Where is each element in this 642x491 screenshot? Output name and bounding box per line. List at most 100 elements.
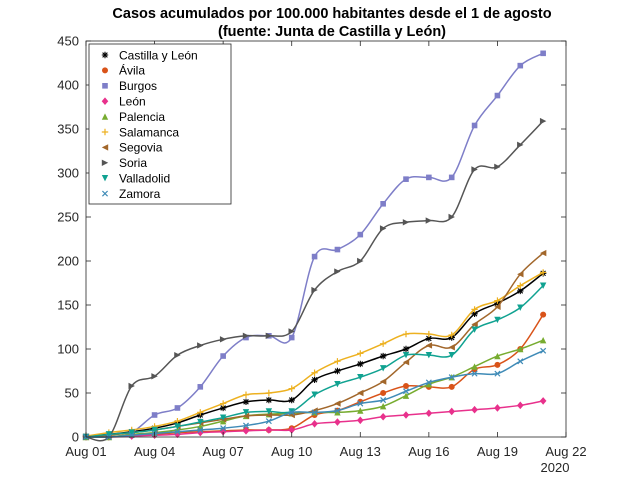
data-point-palencia	[379, 403, 387, 410]
legend-item-salamanca: Salamanca	[101, 125, 179, 139]
data-point-burgos	[197, 384, 204, 390]
data-point-valladolid	[402, 351, 410, 359]
data-point-burgos	[357, 231, 364, 238]
legend-marker-burgos	[102, 83, 108, 89]
data-point-segovia	[494, 303, 501, 310]
y-tick-label: 50	[65, 386, 79, 401]
chart-title-line-1: Casos acumulados por 100.000 habitantes …	[112, 6, 551, 22]
data-point-valladolid	[288, 408, 295, 415]
data-point-leon	[425, 409, 433, 418]
data-point-zamora	[494, 370, 501, 377]
data-point-soria	[197, 342, 204, 349]
data-point-segovia	[517, 271, 524, 278]
data-point-avila	[540, 311, 547, 318]
data-point-palencia	[494, 352, 501, 360]
legend-marker-valladolid	[101, 175, 109, 182]
legend-item-zamora: Zamora	[101, 187, 161, 201]
data-point-soria	[334, 268, 341, 275]
series-valladolid	[82, 282, 547, 441]
data-point-segovia	[265, 411, 273, 419]
data-point-leon	[379, 412, 387, 421]
legend-marker-soria	[101, 159, 109, 166]
legend-label-zamora: Zamora	[119, 187, 161, 201]
data-point-castilla-y-leon	[379, 352, 387, 360]
y-tick-label: 450	[57, 34, 79, 49]
data-point-soria	[151, 373, 158, 380]
data-point-salamanca	[494, 297, 501, 304]
data-point-segovia	[425, 342, 433, 349]
data-point-palencia	[517, 345, 524, 353]
data-point-valladolid	[174, 423, 181, 430]
legend-marker-leon	[101, 97, 109, 105]
legend-marker-palencia	[101, 113, 109, 120]
y-tick-label: 100	[57, 342, 79, 357]
data-point-soria	[402, 219, 410, 226]
x-tick-label: Aug 04	[134, 444, 175, 459]
legend-item-leon: León	[101, 95, 146, 109]
x-tick-label: Aug 10	[271, 444, 312, 459]
legend-label-leon: León	[119, 95, 146, 109]
legend-label-burgos: Burgos	[119, 79, 157, 93]
y-tick-label: 300	[57, 166, 79, 181]
legend-item-castilla-y-leon: Castilla y León	[101, 48, 198, 62]
data-point-valladolid	[494, 316, 501, 324]
data-point-burgos	[174, 405, 181, 411]
y-tick-label: 150	[57, 298, 79, 313]
data-point-palencia	[539, 337, 547, 344]
data-point-zamora	[288, 409, 295, 416]
data-point-salamanca	[334, 358, 341, 365]
data-point-zamora	[357, 400, 364, 407]
data-point-burgos	[494, 92, 501, 99]
legend-label-salamanca: Salamanca	[119, 125, 179, 139]
data-point-valladolid	[242, 409, 250, 416]
data-point-zamora	[402, 388, 410, 395]
legend-item-valladolid: Valladolid	[101, 172, 170, 186]
data-point-burgos	[540, 50, 546, 57]
data-point-zamora	[380, 397, 387, 404]
data-point-zamora	[174, 428, 181, 435]
data-point-salamanca	[242, 391, 250, 398]
data-point-avila	[494, 361, 501, 368]
data-point-castilla-y-leon	[311, 376, 318, 383]
y-tick-label: 350	[57, 122, 79, 137]
data-point-leon	[242, 427, 250, 435]
legend-item-segovia: Segovia	[101, 141, 163, 155]
data-point-salamanca	[357, 350, 364, 357]
data-point-segovia	[402, 359, 410, 366]
data-point-salamanca	[288, 385, 295, 392]
data-point-salamanca	[197, 409, 204, 416]
data-point-burgos	[334, 246, 341, 253]
data-point-valladolid	[357, 373, 364, 381]
data-point-soria	[379, 225, 387, 232]
legend-label-palencia: Palencia	[119, 110, 165, 124]
data-point-soria	[288, 328, 295, 335]
legend-marker-castilla-y-leon	[101, 51, 109, 59]
data-point-soria	[265, 332, 273, 339]
legend-label-segovia: Segovia	[119, 141, 163, 155]
data-point-valladolid	[151, 426, 158, 434]
data-point-castilla-y-leon	[402, 345, 410, 353]
data-point-soria	[242, 332, 250, 339]
series-salamanca	[82, 269, 547, 440]
data-point-salamanca	[517, 282, 524, 289]
data-point-burgos	[380, 201, 386, 207]
data-point-segovia	[379, 378, 387, 385]
data-point-castilla-y-leon	[357, 360, 364, 368]
data-point-valladolid	[128, 429, 135, 436]
y-tick-label: 0	[72, 430, 79, 445]
legend-marker-salamanca	[101, 128, 109, 136]
data-point-salamanca	[471, 306, 478, 313]
data-point-palencia	[357, 407, 364, 414]
series-burgos	[83, 50, 546, 440]
data-point-soria	[448, 213, 455, 221]
legend-marker-zamora	[101, 190, 109, 197]
data-point-segovia	[471, 321, 478, 328]
data-point-castilla-y-leon	[425, 335, 433, 342]
y-tick-label: 250	[57, 210, 79, 225]
data-point-segovia	[334, 400, 341, 407]
data-point-burgos	[403, 176, 409, 182]
data-point-soria	[174, 351, 181, 359]
data-point-avila	[403, 382, 409, 389]
